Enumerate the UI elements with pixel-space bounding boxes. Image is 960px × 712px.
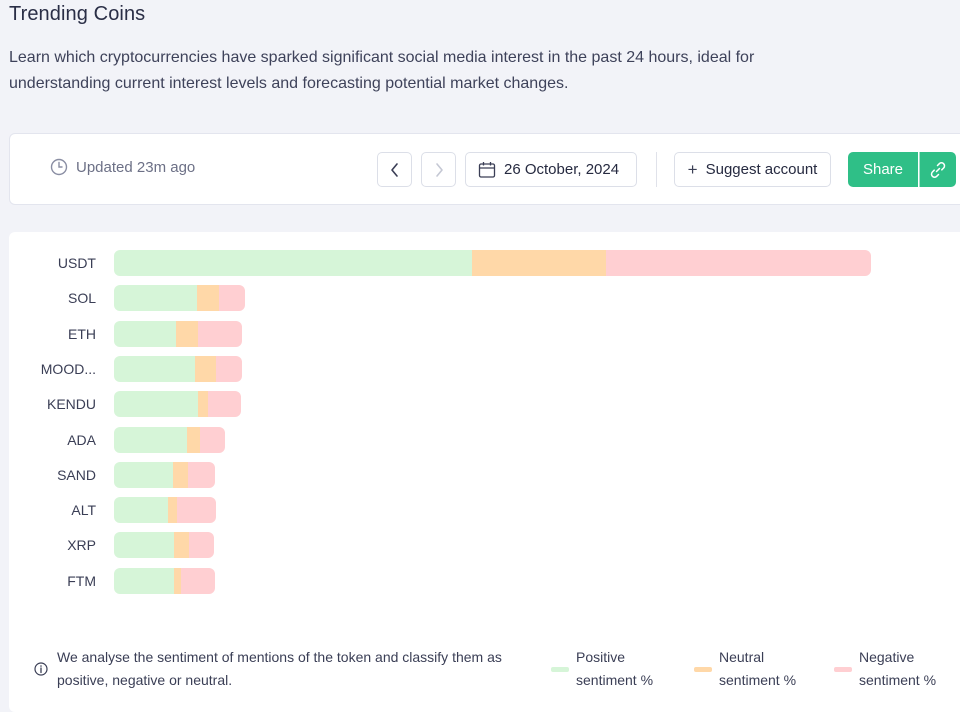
sentiment-bar[interactable]: [114, 567, 215, 594]
neutral-segment: [195, 355, 216, 382]
positive-segment: [114, 532, 174, 559]
sentiment-bar[interactable]: [114, 250, 871, 276]
neutral-segment: [197, 285, 219, 312]
sentiment-bar[interactable]: [114, 285, 245, 312]
negative-segment: [188, 461, 215, 488]
positive-segment: [114, 497, 168, 524]
page-description: Learn which cryptocurrencies have sparke…: [9, 49, 755, 92]
previous-date-button[interactable]: [377, 152, 412, 187]
sentiment-bar[interactable]: [114, 355, 242, 382]
sentiment-note-text: We analyse the sentiment of mentions of …: [57, 649, 502, 688]
negative-segment: [177, 497, 216, 524]
coin-label: ADA: [67, 431, 96, 448]
neutral-segment: [176, 320, 198, 347]
neutral-segment: [174, 532, 189, 559]
sentiment-bar[interactable]: [114, 532, 214, 559]
coin-label: XRP: [67, 537, 96, 554]
coin-label: KENDU: [46, 396, 96, 413]
positive-segment: [114, 461, 173, 488]
clock-icon: [50, 158, 68, 176]
neutral-segment: [198, 391, 208, 418]
chevron-right-icon: [435, 162, 443, 177]
sentiment-bar[interactable]: [114, 461, 215, 488]
copy-link-button[interactable]: [919, 152, 956, 187]
chevron-left-icon: [390, 162, 398, 177]
positive-segment: [114, 320, 176, 347]
date-picker-button[interactable]: 26 October, 2024: [465, 152, 637, 187]
coin-label: SAND: [57, 466, 96, 483]
share-button[interactable]: Share: [848, 152, 918, 187]
trending-chart-panel: USDT SOL ETH MOOD... KENDU ADA SAND ALT XRP FTM W…: [9, 232, 960, 712]
positive-segment: [114, 355, 195, 382]
suggest-account-label: Suggest account: [705, 161, 818, 178]
neutral-segment: [472, 250, 606, 276]
neutral-segment: [187, 426, 200, 453]
negative-segment: [216, 355, 242, 382]
calendar-icon: [478, 161, 496, 178]
coin-label: MOOD...: [40, 360, 96, 377]
positive-segment: [114, 391, 198, 418]
sentiment-bar[interactable]: [114, 320, 242, 347]
legend-neutral-swatch: [694, 667, 712, 672]
negative-segment: [198, 320, 242, 347]
negative-segment: [219, 285, 245, 312]
toolbar-divider: [656, 152, 657, 187]
coin-label: FTM: [67, 572, 96, 589]
neutral-segment: [168, 497, 177, 524]
neutral-segment: [173, 461, 188, 488]
legend-positive-swatch: [551, 667, 569, 672]
link-icon: [930, 161, 946, 178]
coin-label: ETH: [68, 325, 96, 342]
updated-status: Updated 23m ago: [50, 158, 195, 176]
negative-segment: [606, 250, 871, 276]
positive-segment: [114, 250, 472, 276]
suggest-account-button[interactable]: + Suggest account: [674, 152, 831, 187]
negative-segment: [189, 532, 214, 559]
coin-label: ALT: [71, 502, 96, 519]
sentiment-bar[interactable]: [114, 426, 225, 453]
coin-label: USDT: [57, 255, 96, 271]
neutral-segment: [174, 567, 181, 594]
next-date-button[interactable]: [421, 152, 456, 187]
positive-segment: [114, 426, 187, 453]
date-label: 26 October, 2024: [504, 161, 620, 178]
positive-segment: [114, 567, 174, 594]
positive-segment: [114, 285, 197, 312]
negative-segment: [181, 567, 215, 594]
negative-segment: [200, 426, 225, 453]
page-title: Trending Coins: [9, 3, 146, 25]
info-icon: [34, 662, 48, 676]
sentiment-bar[interactable]: [114, 391, 241, 418]
plus-icon: +: [687, 159, 698, 179]
legend-positive-label: Positive sentiment %: [576, 649, 654, 688]
coin-label: SOL: [67, 290, 96, 307]
updated-text: Updated 23m ago: [76, 158, 196, 176]
negative-segment: [208, 391, 241, 418]
legend-neutral-label: Neutral sentiment %: [719, 649, 797, 688]
sentiment-bar[interactable]: [114, 497, 216, 524]
legend-negative-swatch: [834, 667, 852, 672]
legend-negative-label: Negative sentiment %: [859, 649, 937, 688]
toolbar: Updated 23m ago 26 October, 2024 + Sugge…: [9, 133, 960, 205]
